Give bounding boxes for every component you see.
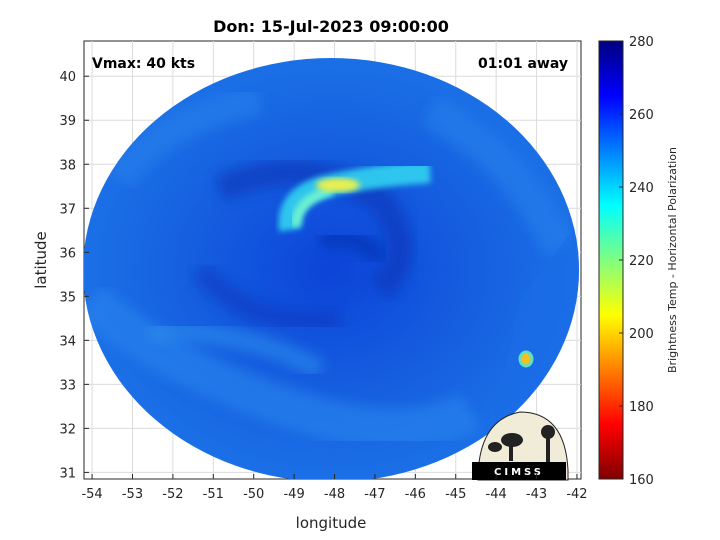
y-tick-label: 40 xyxy=(59,70,76,85)
colorbar-tick-label: 200 xyxy=(629,327,654,342)
x-tick-label: -47 xyxy=(364,487,385,502)
x-tick-label: -45 xyxy=(445,487,466,502)
colorbar-tick-label: 240 xyxy=(629,181,654,196)
colorbar-tick-label: 260 xyxy=(629,108,654,123)
y-tick-label: 37 xyxy=(59,202,76,217)
swath-image xyxy=(84,58,579,479)
colorbar-label: Brightness Temp - Horizontal Polarizatio… xyxy=(666,147,679,373)
colorbar-ticks: 160 180 200 220 240 260 280 xyxy=(619,35,654,488)
chart-title: Don: 15-Jul-2023 09:00:00 xyxy=(213,17,449,36)
hot-spot xyxy=(518,350,534,368)
y-tick-label: 38 xyxy=(59,158,76,173)
logo-text: CIMSS xyxy=(494,467,544,478)
x-tick-label: -54 xyxy=(81,487,102,502)
x-tick-label: -51 xyxy=(203,487,224,502)
colorbar-tick-label: 160 xyxy=(629,473,654,488)
y-tick-label: 31 xyxy=(59,466,76,481)
colorbar-tick-label: 180 xyxy=(629,400,654,415)
y-axis-ticks: 31 32 33 34 35 36 37 38 39 40 xyxy=(59,70,89,481)
y-axis-label: latitude xyxy=(32,231,50,289)
x-tick-label: -50 xyxy=(243,487,264,502)
x-tick-label: -42 xyxy=(566,487,587,502)
y-tick-label: 36 xyxy=(59,246,76,261)
colorbar-tick-label: 220 xyxy=(629,254,654,269)
y-tick-label: 34 xyxy=(59,334,76,349)
x-tick-label: -43 xyxy=(526,487,547,502)
y-tick-label: 32 xyxy=(59,422,76,437)
x-tick-label: -53 xyxy=(122,487,143,502)
away-label: 01:01 away xyxy=(478,56,568,72)
y-tick-label: 35 xyxy=(59,290,76,305)
x-tick-label: -49 xyxy=(283,487,304,502)
x-axis-ticks: -54 -53 -52 -51 -50 -49 -48 -47 -46 -45 -44 -43 -42 xyxy=(81,474,588,502)
x-tick-label: -46 xyxy=(405,487,426,502)
x-axis-label: longitude xyxy=(296,514,367,532)
y-tick-label: 39 xyxy=(59,114,76,129)
x-tick-label: -48 xyxy=(324,487,345,502)
x-tick-label: -52 xyxy=(162,487,183,502)
colorbar-tick-label: 280 xyxy=(629,35,654,50)
warm-core xyxy=(316,178,360,192)
vmax-label: Vmax: 40 kts xyxy=(92,56,195,72)
x-tick-label: -44 xyxy=(486,487,507,502)
y-tick-label: 33 xyxy=(59,378,76,393)
cimss-logo: CIMSS xyxy=(472,411,569,481)
